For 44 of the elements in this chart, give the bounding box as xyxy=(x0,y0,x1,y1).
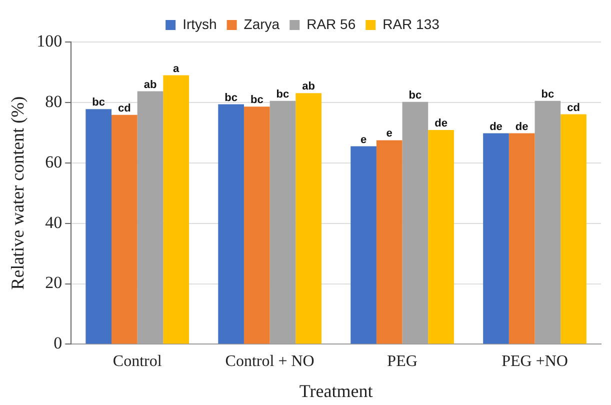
data-label: ab xyxy=(302,80,316,93)
bar xyxy=(350,146,376,344)
data-label: cd xyxy=(118,102,131,114)
x-axis-title: Treatment xyxy=(299,380,373,401)
bar xyxy=(296,93,322,344)
data-label: bc xyxy=(408,89,422,102)
bar xyxy=(218,104,244,344)
bar xyxy=(244,106,270,344)
y-tick-label: 60 xyxy=(45,152,62,172)
data-label: bc xyxy=(541,88,554,100)
x-tick-label: Control xyxy=(112,353,162,370)
data-label: de xyxy=(515,120,528,133)
data-label: a xyxy=(173,62,180,75)
data-label: e xyxy=(360,134,367,146)
data-label: de xyxy=(434,117,448,130)
x-tick-label: Control + NO xyxy=(225,353,314,370)
bar xyxy=(376,140,402,344)
data-label: e xyxy=(386,128,392,140)
data-label: de xyxy=(490,120,502,133)
bar xyxy=(483,133,509,344)
x-tick-label: PEG xyxy=(387,353,418,370)
x-tick-label: PEG +NO xyxy=(502,353,568,370)
y-tick-label: 80 xyxy=(45,92,62,111)
y-tick-label: 40 xyxy=(45,212,62,232)
legend-label: Zarya xyxy=(244,16,280,32)
data-label: bc xyxy=(92,96,106,109)
y-tick-label: 20 xyxy=(45,273,62,292)
data-label: cd xyxy=(567,102,580,114)
data-label: bc xyxy=(250,94,264,106)
bar xyxy=(560,114,586,344)
y-tick-label: 100 xyxy=(36,31,62,50)
bar xyxy=(508,133,535,344)
bar xyxy=(86,109,112,344)
y-tick-label: 0 xyxy=(54,334,62,353)
bar xyxy=(163,75,190,344)
data-label: ab xyxy=(144,78,157,91)
bar xyxy=(112,114,138,344)
data-label: bc xyxy=(276,88,290,100)
legend-label: RAR 56 xyxy=(306,16,356,32)
legend-label: Irtysh xyxy=(182,16,217,32)
data-label: bc xyxy=(224,92,238,104)
y-axis-title: Relative water content (%) xyxy=(8,96,28,290)
bar xyxy=(428,130,454,344)
legend-label: RAR 133 xyxy=(382,16,440,32)
